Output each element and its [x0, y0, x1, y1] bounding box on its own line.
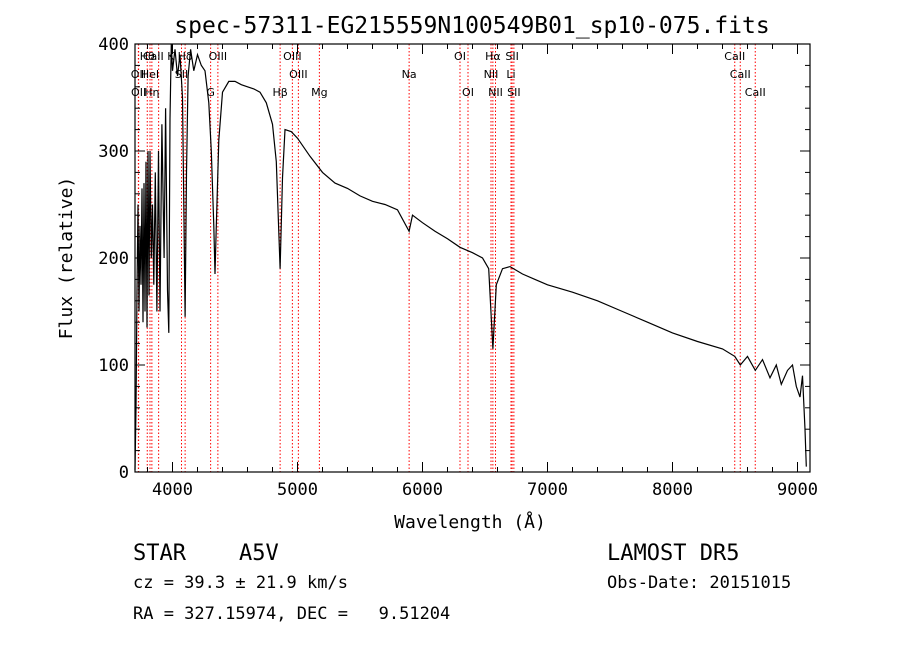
line-label: G	[206, 86, 215, 99]
line-label: Na	[402, 68, 417, 81]
chart-title: spec-57311-EG215559N100549B01_sp10-075.f…	[174, 13, 769, 39]
line-label: NII	[484, 68, 499, 81]
line-label: OIII	[209, 50, 227, 63]
survey-name: LAMOST DR5	[607, 541, 740, 566]
x-tick-label: 6000	[402, 480, 443, 500]
line-label: OIII	[283, 50, 301, 63]
line-label: CaII	[730, 68, 751, 81]
line-label: Hβ	[272, 86, 287, 99]
x-tick-label: 9000	[777, 480, 818, 500]
line-label: Hθ	[140, 50, 155, 63]
spectrum-series-line	[134, 43, 807, 470]
x-tick-label: 8000	[652, 480, 693, 500]
y-tick-label: 300	[98, 142, 129, 162]
line-label: OI	[454, 50, 466, 63]
line-label: OI	[462, 86, 474, 99]
x-tick-label: 4000	[152, 480, 193, 500]
line-label: CaII K	[143, 50, 175, 63]
x-axis-ticks: 4000 5000 6000 7000 8000 9000	[147, 44, 818, 500]
object-class: STAR A5V	[133, 541, 279, 566]
x-tick-label: 7000	[527, 480, 568, 500]
x-tick-label: 5000	[277, 480, 318, 500]
line-label: Li	[506, 68, 515, 81]
emission-line-markers	[137, 44, 756, 472]
line-label: SII	[507, 86, 520, 99]
line-label: CaII	[745, 86, 766, 99]
y-axis-label: Flux (relative)	[56, 177, 77, 340]
y-tick-label: 100	[98, 356, 129, 376]
coordinates: RA = 327.15974, DEC = 9.51204	[133, 604, 451, 624]
observation-date: Obs-Date: 20151015	[607, 573, 792, 593]
line-label: Hα	[485, 50, 501, 63]
plot-frame	[134, 43, 811, 473]
line-label: NII	[488, 86, 503, 99]
line-label: SII	[505, 50, 518, 63]
line-label: HeI	[141, 68, 159, 81]
line-label: Hη	[144, 86, 159, 99]
y-tick-label: 400	[98, 35, 129, 55]
line-label: CaII	[724, 50, 745, 63]
line-label: OIII	[289, 68, 307, 81]
y-tick-label: 0	[119, 463, 129, 483]
redshift-velocity: cz = 39.3 ± 21.9 km/s	[133, 573, 348, 593]
line-label: Mg	[311, 86, 327, 99]
y-tick-label: 200	[98, 249, 129, 269]
y-axis-ticks: 0 100 200 300 400	[98, 35, 810, 483]
x-axis-label: Wavelength (Å)	[394, 511, 546, 533]
